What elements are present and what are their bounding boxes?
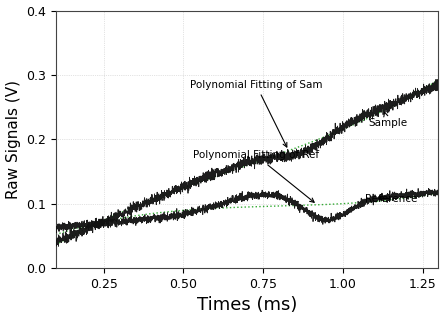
- Text: Polynomial Fitting of Sam: Polynomial Fitting of Sam: [190, 80, 322, 147]
- Text: Reference: Reference: [365, 194, 417, 204]
- Y-axis label: Raw Signals (V): Raw Signals (V): [6, 80, 20, 199]
- Text: Polynomial Fitting of Ref: Polynomial Fitting of Ref: [193, 150, 319, 202]
- X-axis label: Times (ms): Times (ms): [197, 296, 297, 315]
- Text: Sample: Sample: [369, 112, 408, 128]
